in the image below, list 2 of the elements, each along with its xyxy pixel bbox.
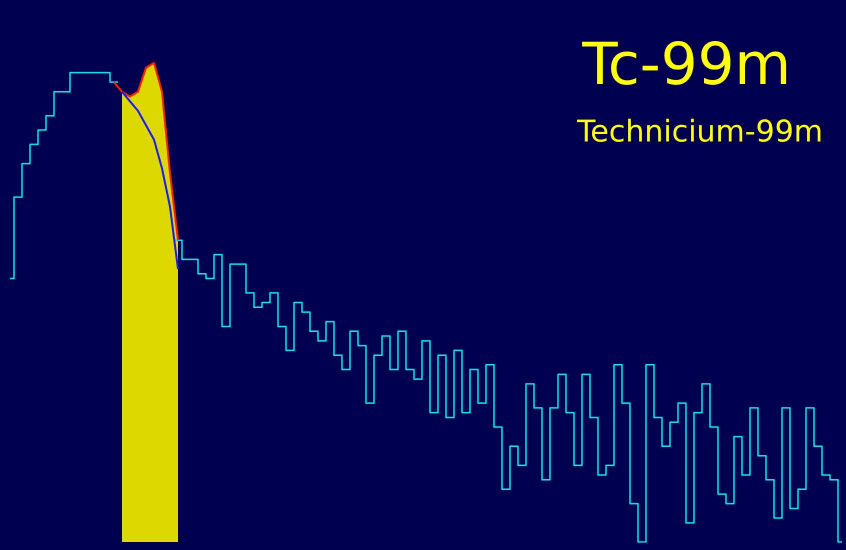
chart-title: Tc-99m — [581, 30, 792, 98]
text: Technicium-99m — [576, 114, 824, 150]
